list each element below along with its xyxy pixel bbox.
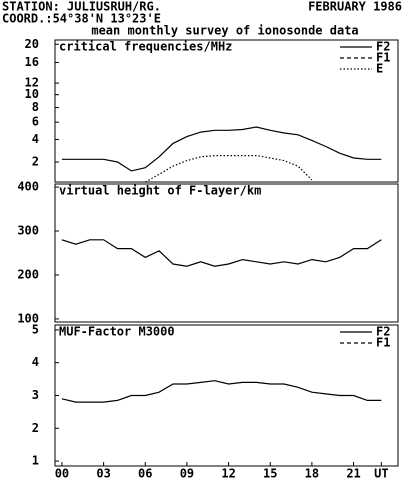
y-tick-label: 2 (32, 421, 39, 435)
x-tick-label: 12 (221, 467, 235, 480)
data-line (61, 126, 382, 172)
panel-title: critical frequencies/MHz (59, 40, 232, 54)
x-tick-label: 15 (263, 467, 277, 480)
data-line (145, 155, 313, 183)
x-tick-label: 00 (55, 467, 69, 480)
subtitle: mean monthly survey of ionosonde data (91, 24, 358, 38)
coord: COORD.:54°38'N 13°23'E (2, 12, 161, 26)
x-tick-label: 18 (305, 467, 319, 480)
y-tick-label: 4 (32, 355, 39, 369)
panel-frame (54, 183, 399, 323)
x-tick-label: 06 (138, 467, 152, 480)
legend-label: E (376, 62, 383, 76)
x-tick-label: 09 (180, 467, 194, 480)
y-tick-label: 12 (25, 76, 39, 90)
legend-label: F2 (376, 40, 390, 54)
date: FEBRUARY 1986 (308, 0, 402, 14)
y-tick-label: 2 (32, 154, 39, 168)
panel-frame (54, 39, 399, 183)
y-tick-label: 10 (25, 87, 39, 101)
y-tick-label: 8 (32, 100, 39, 114)
legend-label: F1 (376, 51, 390, 65)
y-tick-label: 3 (32, 388, 39, 402)
station: STATION: JULIUSRUH/RG. (2, 0, 161, 14)
x-tick-label: UT (374, 467, 388, 480)
panel-title: virtual height of F-layer/km (59, 184, 261, 198)
legend-label: F2 (376, 325, 390, 339)
y-tick-label: 100 (17, 311, 39, 325)
x-tick-label: 21 (346, 467, 360, 480)
panel-title: MUF-Factor M3000 (59, 325, 175, 339)
data-line (61, 239, 382, 267)
y-tick-label: 400 (17, 180, 39, 194)
data-line (61, 380, 382, 403)
y-tick-label: 16 (25, 55, 39, 69)
x-tick-label: 03 (96, 467, 110, 480)
y-tick-label: 6 (32, 115, 39, 129)
y-tick-label: 300 (17, 224, 39, 238)
y-tick-label: 1 (32, 454, 39, 468)
y-tick-label: 20 (25, 37, 39, 51)
y-tick-label: 5 (32, 322, 39, 336)
y-tick-label: 4 (32, 132, 39, 146)
legend-label: F1 (376, 336, 390, 350)
y-tick-label: 200 (17, 267, 39, 281)
